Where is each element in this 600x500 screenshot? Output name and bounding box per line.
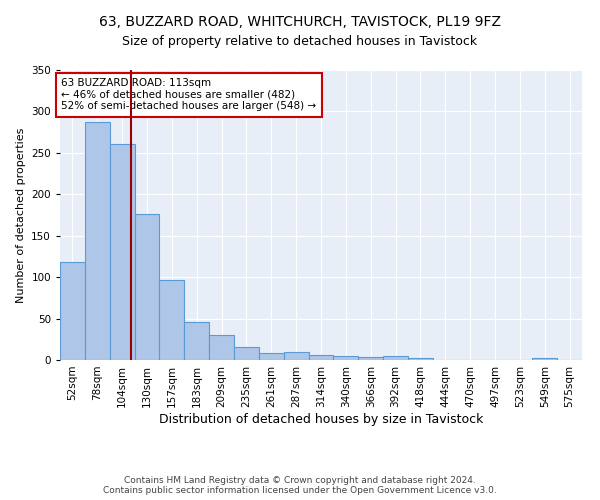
X-axis label: Distribution of detached houses by size in Tavistock: Distribution of detached houses by size … [159, 412, 483, 426]
Text: 63, BUZZARD ROAD, WHITCHURCH, TAVISTOCK, PL19 9FZ: 63, BUZZARD ROAD, WHITCHURCH, TAVISTOCK,… [99, 15, 501, 29]
Bar [532, 358, 557, 360]
Y-axis label: Number of detached properties: Number of detached properties [16, 128, 26, 302]
Bar [259, 354, 284, 360]
Bar [184, 322, 209, 360]
Text: 63 BUZZARD ROAD: 113sqm
← 46% of detached houses are smaller (482)
52% of semi-d: 63 BUZZARD ROAD: 113sqm ← 46% of detache… [61, 78, 316, 112]
Bar [308, 355, 334, 360]
Bar [160, 280, 184, 360]
Bar [383, 356, 408, 360]
Bar [110, 144, 134, 360]
Text: Size of property relative to detached houses in Tavistock: Size of property relative to detached ho… [122, 35, 478, 48]
Bar [134, 214, 160, 360]
Bar [334, 356, 358, 360]
Bar [85, 122, 110, 360]
Bar [358, 356, 383, 360]
Bar [234, 346, 259, 360]
Bar [60, 262, 85, 360]
Bar [408, 358, 433, 360]
Text: Contains HM Land Registry data © Crown copyright and database right 2024.
Contai: Contains HM Land Registry data © Crown c… [103, 476, 497, 495]
Bar [209, 335, 234, 360]
Bar [284, 352, 308, 360]
